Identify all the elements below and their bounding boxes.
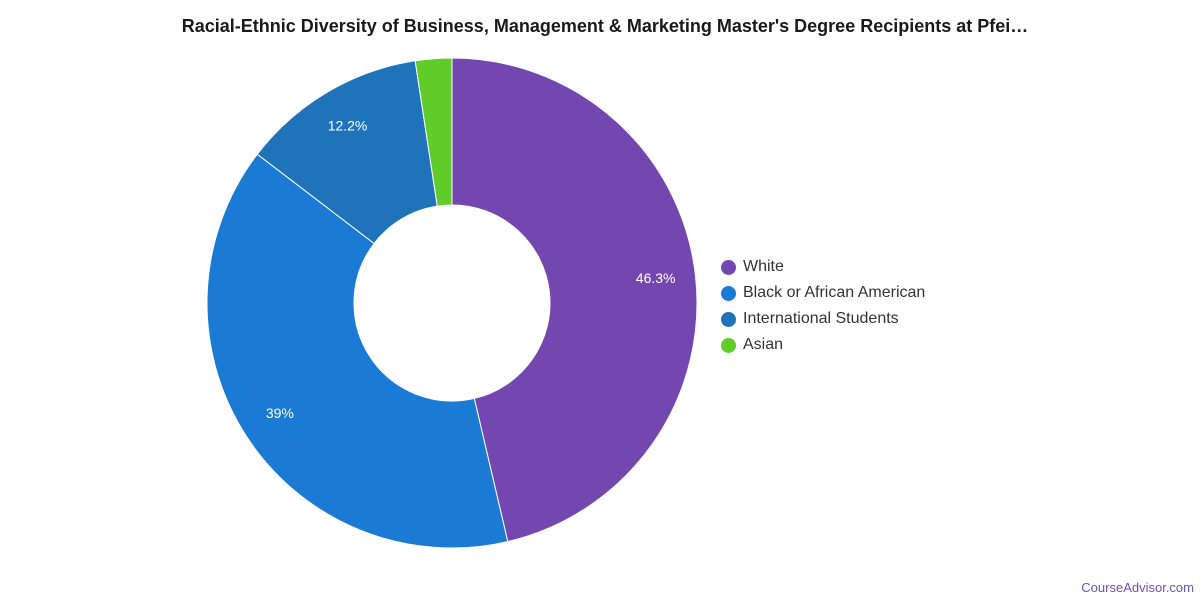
slice-white[interactable] — [451, 57, 698, 543]
brand-watermark[interactable]: CourseAdvisor.com — [1081, 580, 1194, 595]
legend-label: White — [743, 258, 784, 275]
slice-asian[interactable] — [414, 57, 453, 207]
legend-label: International Students — [743, 310, 899, 327]
chart-legend: White Black or African American Internatio… — [721, 254, 925, 358]
legend-swatch — [721, 337, 736, 353]
slice-label-international-students: 12.2% — [328, 117, 368, 133]
legend-item-black-or-african-american[interactable]: Black or African American — [721, 280, 925, 306]
legend-label: Black or African American — [743, 284, 926, 301]
legend-item-international-students[interactable]: International Students — [721, 306, 925, 332]
legend-swatch — [721, 285, 736, 301]
slice-label-black-or-african-american: 39% — [266, 405, 294, 421]
legend-swatch — [721, 259, 736, 275]
legend-swatch — [721, 311, 736, 327]
slice-label-white: 46.3% — [636, 270, 676, 286]
legend-label: Asian — [743, 336, 784, 353]
legend-item-asian[interactable]: Asian — [721, 332, 925, 358]
chart-title: Racial-Ethnic Diversity of Business, Man… — [181, 16, 1029, 36]
slice-black-or-african-american[interactable] — [206, 153, 509, 549]
legend-item-white[interactable]: White — [721, 254, 925, 280]
slice-international-students[interactable] — [256, 60, 438, 245]
